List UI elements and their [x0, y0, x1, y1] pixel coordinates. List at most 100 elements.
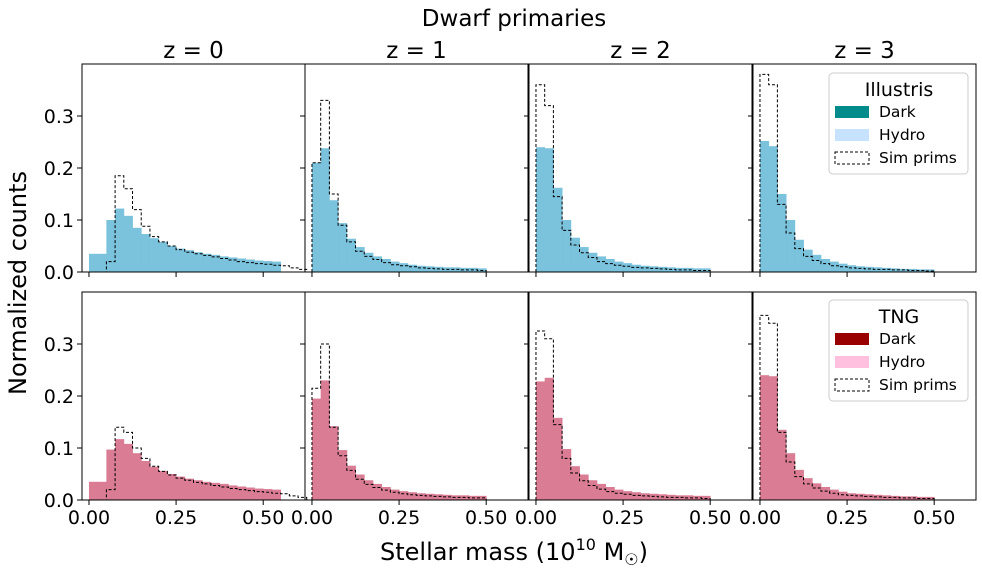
- hist-bar: [553, 417, 563, 500]
- column-title-0: z = 0: [163, 38, 224, 64]
- x-tick-label: 0.00: [515, 507, 557, 529]
- y-axis-label: Normalized counts: [4, 171, 32, 395]
- y-tick-label: 0.0: [44, 262, 74, 284]
- hist-bar: [777, 194, 787, 272]
- hist-bar: [237, 258, 247, 272]
- column-title-3: z = 3: [834, 38, 895, 64]
- hist-bar: [605, 487, 615, 500]
- legend-label-dark: Dark: [879, 103, 916, 121]
- x-tick-label: 0.25: [378, 507, 420, 529]
- hist-bar: [407, 264, 417, 272]
- hist-bar: [925, 269, 935, 272]
- hist-bar: [579, 247, 589, 272]
- y-tick-label: 0.3: [44, 106, 74, 128]
- hist-bar: [649, 493, 659, 500]
- hist-bar: [158, 470, 168, 500]
- hist-bar: [657, 266, 668, 272]
- x-axis-label-subscript: ☉: [624, 550, 638, 569]
- hist-bar: [176, 248, 186, 272]
- hist-bar: [640, 265, 650, 272]
- hist-bar: [141, 461, 151, 500]
- hist-bar: [149, 466, 160, 500]
- hist-bar: [416, 265, 426, 272]
- hist-bar: [477, 495, 487, 500]
- hist-bar: [684, 495, 694, 500]
- hist-bar: [623, 491, 633, 500]
- hist-bar: [535, 381, 546, 500]
- hist-bar: [820, 487, 831, 500]
- x-axis-label-exponent: 10: [576, 535, 596, 554]
- hist-bar: [228, 257, 238, 272]
- hist-bar: [881, 267, 892, 272]
- legend-tng: TNG Dark Hydro Sim prims: [828, 299, 969, 402]
- hist-bar: [338, 223, 348, 272]
- legend-frame: [828, 72, 969, 175]
- panel-r1-c2: 0.00 0.25 0.50: [515, 291, 753, 529]
- x-tick-label: 0.00: [68, 507, 110, 529]
- hist-bar: [381, 487, 391, 500]
- hist-bar: [768, 376, 778, 500]
- hist-bar: [588, 252, 598, 272]
- hist-bar: [132, 227, 142, 272]
- hist-bar: [855, 493, 865, 500]
- hist-bar: [794, 469, 804, 500]
- panel-r0-c3: [748, 63, 977, 277]
- hist-bar: [544, 377, 554, 500]
- hist-bar: [97, 481, 107, 500]
- hist-bar: [263, 489, 273, 500]
- y-tick-label: 0.0: [44, 490, 74, 512]
- legend-label-sim-prims: Sim prims: [879, 149, 957, 167]
- hist-bar: [916, 269, 926, 272]
- hist-bar: [899, 268, 909, 272]
- hist-bar: [141, 234, 151, 272]
- panels-group: 0.00.10.20.30.00.10.20.30.00 0.25 0.50 0.00…: [44, 63, 977, 529]
- hist-bar: [596, 483, 607, 500]
- hist-bar: [605, 259, 615, 272]
- hist-bar: [219, 256, 229, 272]
- hist-bar: [768, 146, 778, 272]
- y-tick-label: 0.1: [44, 210, 74, 232]
- hist-bar: [460, 267, 470, 272]
- hist-bar: [759, 140, 770, 272]
- hist-bar: [873, 494, 883, 500]
- legend-frame: [828, 299, 969, 402]
- x-axis-label: Stellar mass (1010 M☉): [380, 535, 648, 569]
- y-tick-label: 0.1: [44, 438, 74, 460]
- column-title-2: z = 2: [610, 38, 671, 64]
- panel-r1-c1: 0.00 0.25 0.50: [291, 291, 529, 529]
- legend-swatch-hydro: [835, 356, 869, 368]
- hist-bar: [346, 465, 356, 500]
- hist-bar: [701, 495, 711, 500]
- hist-bar: [614, 489, 624, 500]
- hist-bar: [399, 491, 409, 500]
- hist-bar: [451, 267, 461, 272]
- hist-bar: [855, 266, 865, 272]
- hist-bar: [149, 238, 160, 272]
- hist-bar: [390, 489, 400, 500]
- panel-r1-c0: 0.0 0.1 0.2 0.3 0.00 0.25 0.50: [44, 291, 308, 529]
- hist-bar: [890, 268, 900, 272]
- hist-bar: [623, 263, 633, 272]
- hist-bar: [649, 266, 659, 272]
- legend-swatch-dark: [835, 106, 869, 118]
- hist-bar: [759, 375, 770, 500]
- hist-bar: [184, 250, 194, 272]
- hist-bar: [245, 259, 255, 272]
- hist-bar: [364, 480, 374, 500]
- panel-r1-c3: 0.00 0.25 0.50: [739, 291, 977, 529]
- hist-bar: [271, 261, 282, 272]
- x-tick-label: 0.50: [913, 507, 955, 529]
- hist-bar: [219, 483, 229, 500]
- hist-bar: [254, 488, 264, 500]
- hist-bar: [820, 259, 831, 272]
- hist-bar: [881, 495, 892, 500]
- hist-bar: [596, 256, 607, 272]
- hist-bar: [193, 480, 203, 500]
- hist-bar: [675, 495, 685, 500]
- hist-bar: [329, 426, 339, 500]
- hist-bar: [631, 264, 641, 272]
- hist-bar: [184, 478, 194, 500]
- sim-prims-step: [311, 343, 487, 500]
- hist-bar: [684, 267, 694, 272]
- x-tick-label: 0.00: [291, 507, 333, 529]
